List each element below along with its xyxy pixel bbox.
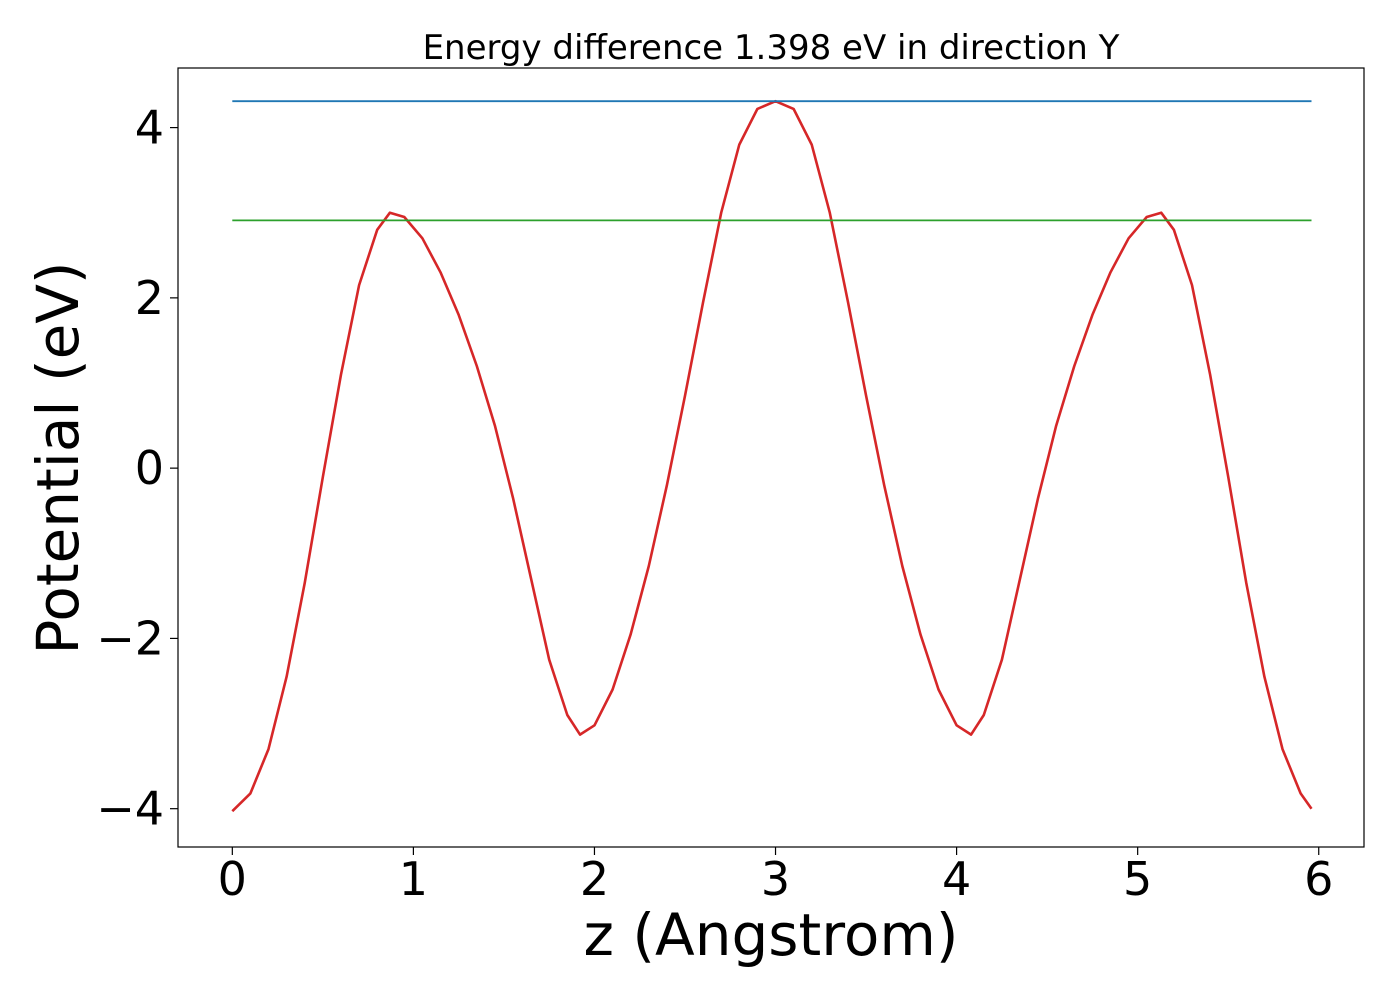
x-axis-ticks: 0 1 2 3 4 5 6 [218, 847, 1333, 906]
y-tick-label: −4 [96, 782, 164, 836]
x-tick-label: 5 [1123, 852, 1152, 906]
series-layer [231, 99, 1313, 813]
chart-title: Energy difference 1.398 eV in direction … [423, 28, 1120, 68]
x-tick-label: 3 [761, 852, 790, 906]
y-tick-label: −2 [96, 611, 164, 665]
x-axis-label: z (Angstrom) [584, 901, 959, 969]
x-tick-label: 2 [580, 852, 609, 906]
y-axis-ticks: −4 −2 0 2 4 [96, 101, 178, 836]
y-axis-label: Potential (eV) [24, 261, 92, 654]
x-tick-label: 4 [942, 852, 971, 906]
x-tick-label: 1 [399, 852, 428, 906]
plot-area [177, 67, 1365, 848]
y-tick-label: 0 [135, 441, 164, 495]
y-tick-label: 2 [135, 271, 164, 325]
y-tick-label: 4 [135, 101, 164, 155]
x-tick-label: 6 [1304, 852, 1333, 906]
x-tick-label: 0 [218, 852, 247, 906]
